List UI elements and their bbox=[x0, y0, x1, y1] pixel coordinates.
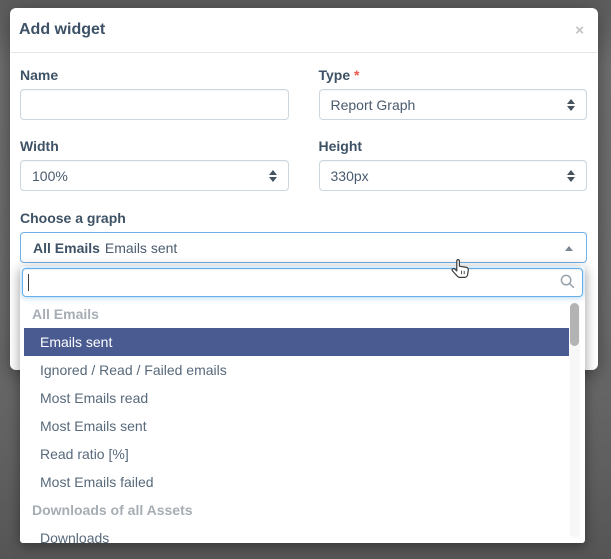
dropdown-option[interactable]: Downloads bbox=[40, 530, 110, 543]
dropdown-option[interactable]: Most Emails read bbox=[40, 390, 149, 406]
modal-title: Add widget bbox=[19, 21, 106, 38]
height-label: Height bbox=[318, 138, 363, 154]
width-select[interactable]: 100% bbox=[20, 160, 289, 191]
graph-selected-group: All Emails bbox=[33, 239, 100, 256]
width-field-group: Width 100% bbox=[20, 138, 289, 191]
name-field-group: Name bbox=[20, 67, 289, 120]
scrollbar-track bbox=[570, 302, 580, 538]
dropdown-results-list: All Emails Emails sent Ignored / Read / … bbox=[20, 297, 585, 543]
dropdown-option[interactable]: Most Emails failed bbox=[40, 474, 154, 490]
select-stepper-icon bbox=[268, 169, 277, 182]
height-field-group: Height 330px bbox=[318, 138, 587, 191]
width-select-value: 100% bbox=[32, 167, 68, 184]
height-select-value: 330px bbox=[330, 167, 369, 184]
type-label: Type bbox=[318, 67, 351, 83]
text-caret bbox=[28, 274, 29, 291]
modal-header: Add widget × bbox=[10, 8, 598, 53]
graph-dropdown: All Emails Emails sent Ignored / Read / … bbox=[20, 266, 585, 543]
graph-select[interactable]: All Emails Emails sent bbox=[20, 232, 587, 263]
dropdown-option-selected[interactable]: Emails sent bbox=[24, 328, 569, 356]
graph-selected-option: Emails sent bbox=[104, 239, 178, 256]
required-asterisk: * bbox=[354, 67, 360, 83]
height-select[interactable]: 330px bbox=[318, 160, 587, 191]
width-label: Width bbox=[20, 138, 59, 154]
close-icon[interactable]: × bbox=[575, 22, 584, 39]
name-label: Name bbox=[20, 67, 59, 83]
scrollbar-thumb[interactable] bbox=[570, 303, 579, 346]
dropdown-option[interactable]: Ignored / Read / Failed emails bbox=[40, 362, 227, 378]
dropdown-group-header: All Emails bbox=[32, 306, 99, 322]
dropdown-search-input[interactable] bbox=[22, 268, 583, 297]
dropdown-search-wrap bbox=[20, 266, 585, 297]
chevron-up-icon bbox=[565, 246, 573, 251]
type-select[interactable]: Report Graph bbox=[318, 89, 587, 120]
pointer-cursor-icon bbox=[451, 259, 469, 278]
graph-label: Choose a graph bbox=[20, 210, 126, 226]
select-stepper-icon bbox=[567, 98, 575, 111]
type-select-value: Report Graph bbox=[330, 96, 416, 113]
graph-field-group: Choose a graph All Emails Emails sent bbox=[20, 210, 587, 263]
name-input[interactable] bbox=[20, 89, 289, 120]
dropdown-option[interactable]: Read ratio [%] bbox=[40, 446, 129, 462]
modal-body: Name Type * Report Graph Width 100% bbox=[10, 53, 598, 263]
type-field-group: Type * Report Graph bbox=[318, 67, 587, 120]
search-icon bbox=[560, 274, 575, 289]
select-stepper-icon bbox=[567, 169, 575, 182]
dropdown-option[interactable]: Most Emails sent bbox=[40, 418, 147, 434]
dropdown-group-header: Downloads of all Assets bbox=[32, 502, 193, 518]
